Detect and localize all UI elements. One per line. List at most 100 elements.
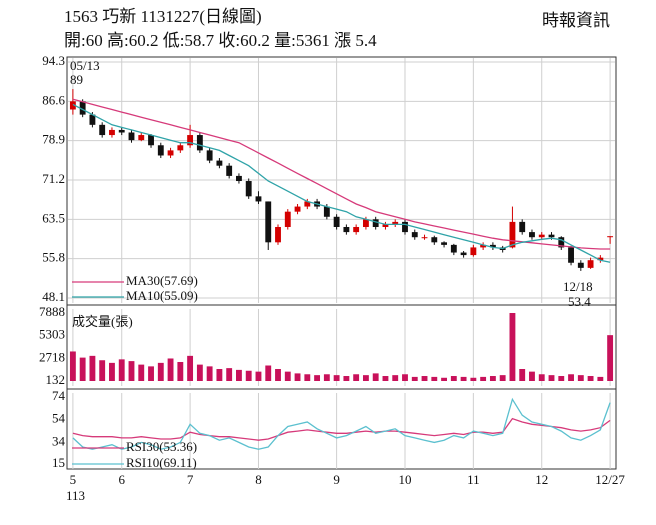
candle-body	[177, 145, 184, 151]
quote: 開:60 高:60.2 低:58.7 收:60.2 量:5361 漲 5.4	[64, 31, 377, 50]
candle-body	[128, 132, 135, 141]
candle-body	[411, 232, 418, 238]
candle-body	[236, 175, 242, 182]
y-tick-label: 34	[52, 433, 66, 448]
line	[72, 397, 611, 450]
y-tick-label: 74	[52, 388, 66, 403]
candle-body	[99, 124, 106, 136]
bar	[128, 361, 135, 381]
candle-body	[450, 244, 457, 253]
candle-body	[333, 216, 340, 227]
bar	[148, 366, 154, 381]
annotation: 05/13	[70, 58, 100, 73]
bar	[489, 376, 496, 381]
bar	[392, 375, 399, 381]
candle-body	[196, 135, 203, 151]
candle-body	[392, 221, 399, 225]
x-tick-label: 9	[333, 472, 340, 487]
candle-body	[607, 236, 614, 238]
bar	[607, 335, 614, 381]
candle-body	[216, 160, 223, 166]
bar	[109, 362, 115, 381]
y-tick-label: 54	[52, 411, 66, 426]
candle-body	[245, 181, 252, 197]
candle-body	[353, 226, 360, 233]
bar	[519, 369, 526, 381]
candle-body	[470, 247, 477, 256]
candle-body	[294, 206, 301, 212]
x-tick-label: 8	[255, 472, 262, 487]
bar	[138, 364, 145, 381]
y-tick-label: 71.2	[42, 171, 65, 186]
candle-body	[480, 244, 487, 248]
candle-body	[304, 201, 311, 207]
candle-body	[69, 101, 76, 110]
candle-body	[323, 206, 330, 217]
bar	[157, 362, 164, 381]
chart-title: 1563 巧新 1131227(日線圖)	[64, 7, 262, 26]
candle-body	[206, 150, 213, 161]
bar	[236, 369, 242, 381]
y-tick-label: 2718	[39, 349, 65, 364]
candle-body	[255, 196, 262, 202]
candle-body	[558, 237, 565, 248]
bar	[538, 374, 545, 381]
bar	[597, 376, 604, 381]
legend-label: RSI10(69.11)	[126, 455, 197, 470]
legend-label: MA10(55.09)	[126, 288, 198, 303]
x-tick-label: 12/27	[595, 472, 625, 487]
source: 時報資訊	[542, 11, 610, 30]
line	[72, 417, 611, 441]
bar	[353, 374, 360, 381]
candle-body	[265, 201, 272, 243]
bar	[343, 376, 350, 381]
candle-body	[89, 114, 96, 125]
candle-body	[362, 219, 369, 227]
candle-body	[167, 150, 174, 156]
candle-body	[431, 237, 438, 243]
bar	[499, 375, 506, 381]
bar	[177, 361, 184, 381]
candle-body	[284, 211, 291, 227]
bar	[568, 374, 574, 381]
candle-body	[275, 226, 281, 243]
candle-body	[441, 242, 447, 245]
annotation: 12/18	[563, 279, 593, 294]
x-tick-label: 11	[467, 472, 480, 487]
candle-body	[577, 262, 584, 268]
annotation: 53.4	[568, 294, 591, 309]
y-tick-label: 55.8	[42, 250, 65, 265]
bar	[460, 376, 467, 381]
x-tick-label: 12	[535, 472, 548, 487]
bar	[470, 377, 477, 381]
candle-body	[597, 257, 604, 261]
panel-title: 成交量(張)	[72, 314, 133, 329]
bar	[284, 371, 291, 381]
candle-body	[226, 165, 233, 176]
candle-body	[382, 224, 389, 227]
candle-body	[343, 226, 350, 233]
candle-body	[421, 237, 428, 239]
y-tick-label: 132	[46, 372, 66, 387]
bar	[509, 313, 516, 381]
candle-body	[529, 232, 535, 238]
y-tick-label: 63.5	[42, 210, 65, 225]
line	[72, 98, 611, 250]
y-tick-label: 48.1	[42, 289, 65, 304]
candle-body	[157, 145, 164, 156]
bar	[245, 370, 252, 381]
x-tick-label: 10	[398, 472, 411, 487]
bar	[314, 375, 321, 381]
bar	[362, 375, 369, 381]
bar	[411, 376, 418, 381]
annotation: 89	[70, 72, 83, 87]
candle-body	[538, 234, 545, 238]
candle-body	[402, 221, 408, 233]
candle-body	[372, 219, 379, 227]
candle-body	[548, 234, 555, 238]
bar	[587, 376, 594, 381]
bar	[577, 375, 584, 381]
bar	[89, 355, 96, 381]
bar	[333, 375, 340, 381]
